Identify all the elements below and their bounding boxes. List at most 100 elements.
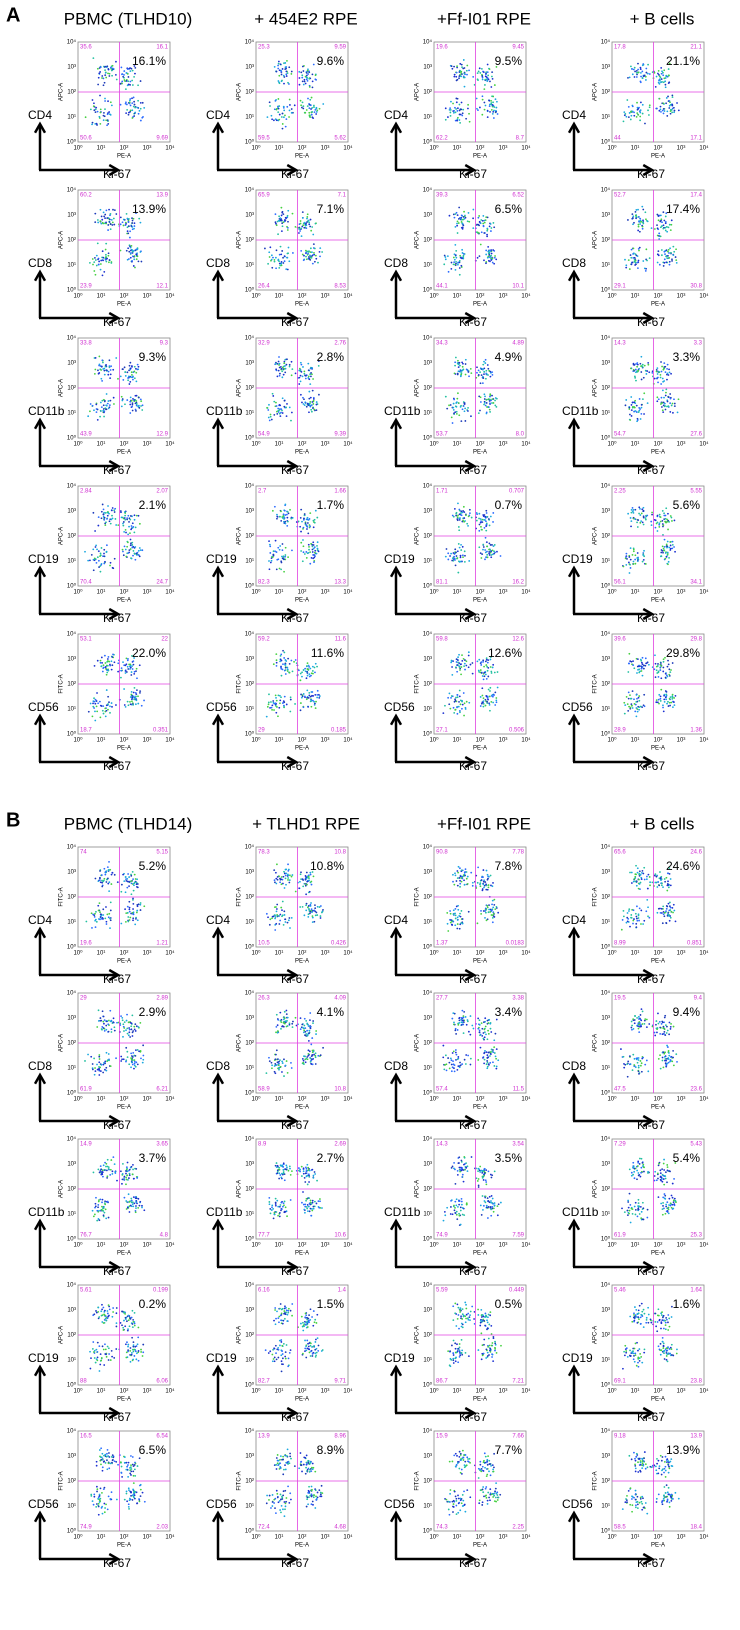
event-dot	[670, 516, 673, 519]
event-dot	[278, 548, 281, 551]
y-tick-label: 10²	[423, 534, 432, 540]
event-dot	[664, 690, 667, 692]
event-dot	[673, 546, 675, 548]
event-dot	[102, 705, 105, 708]
event-dot	[126, 1027, 129, 1030]
event-dot	[92, 105, 95, 108]
event-dot	[99, 704, 102, 707]
event-dot	[112, 653, 114, 656]
y-tick-label: 10⁰	[67, 287, 77, 294]
event-dot	[489, 402, 491, 405]
event-dot	[641, 398, 644, 401]
event-dot	[99, 71, 102, 73]
event-dot	[662, 706, 664, 709]
event-dot	[485, 522, 488, 525]
row-marker: CD8	[28, 256, 52, 270]
event-dot	[283, 517, 286, 519]
event-dot	[641, 871, 643, 874]
event-dot	[457, 263, 459, 266]
event-dot	[662, 704, 664, 707]
event-dot	[268, 419, 271, 422]
event-dot	[631, 553, 634, 556]
event-dot	[495, 906, 498, 908]
event-dot	[288, 671, 291, 674]
event-dot	[311, 86, 314, 89]
event-dot	[283, 367, 286, 370]
y-tick-label: 10⁴	[601, 39, 611, 46]
event-dot	[480, 520, 482, 523]
event-dot	[274, 539, 277, 542]
event-dot	[123, 73, 125, 76]
event-dot	[487, 398, 490, 401]
event-dot	[279, 415, 282, 417]
event-dot	[309, 373, 312, 376]
event-dot	[655, 875, 658, 878]
event-dot	[300, 106, 303, 109]
event-dot	[101, 670, 104, 673]
event-dot	[91, 121, 94, 124]
event-dot	[123, 70, 126, 72]
event-dot	[264, 247, 266, 250]
event-dot	[106, 514, 109, 517]
event-dot	[450, 416, 453, 419]
y-tick-label: 10⁰	[423, 139, 433, 146]
event-dot	[676, 411, 679, 414]
event-dot	[101, 1028, 103, 1031]
event-dot	[139, 692, 141, 694]
quadrant-value: 2.07	[156, 489, 168, 495]
y-tick-label: 10³	[423, 65, 432, 71]
y-tick-label: 10⁴	[245, 39, 255, 46]
quadrant-value: 5.15	[156, 850, 168, 856]
event-dot	[289, 874, 291, 877]
event-dot	[627, 77, 629, 79]
event-dot	[645, 662, 648, 665]
event-dot	[638, 671, 641, 674]
event-dot	[135, 402, 138, 405]
event-dot	[482, 697, 485, 700]
event-dot	[479, 883, 481, 886]
event-dot	[131, 1014, 134, 1017]
event-dot	[628, 76, 631, 79]
event-dot	[120, 669, 123, 672]
event-dot	[314, 222, 317, 225]
x-tick-label: 10³	[143, 738, 152, 744]
event-dot	[110, 218, 113, 221]
event-dot	[101, 503, 104, 506]
event-dot	[464, 420, 467, 422]
event-dot	[638, 695, 641, 697]
event-dot	[311, 691, 314, 693]
event-dot	[309, 255, 312, 258]
x-tick-label: 10¹	[275, 294, 284, 300]
y-tick-label: 10²	[601, 534, 610, 540]
event-dot	[314, 693, 317, 696]
quadrant-value: 16.1	[156, 45, 168, 51]
event-dot	[308, 378, 311, 381]
event-dot	[489, 110, 491, 113]
event-dot	[304, 670, 307, 673]
y-tick-label: 10⁴	[601, 844, 611, 851]
event-dot	[312, 1022, 314, 1024]
y-tick-label: 10¹	[423, 263, 432, 269]
event-dot	[641, 103, 644, 106]
event-dot	[465, 368, 468, 371]
event-dot	[308, 890, 311, 893]
event-dot	[101, 221, 104, 224]
event-dot	[130, 693, 133, 696]
event-dot	[124, 548, 127, 551]
event-dot	[457, 370, 460, 373]
event-dot	[284, 66, 287, 69]
quadrant-value: 10.5	[258, 941, 270, 947]
x-tick-label: 10²	[654, 146, 663, 152]
event-dot	[482, 377, 485, 379]
event-dot	[132, 554, 134, 557]
event-dot	[462, 505, 465, 508]
event-dot	[102, 259, 105, 262]
event-dot	[640, 670, 643, 672]
event-dot	[658, 702, 660, 705]
row-marker: CD8	[562, 256, 586, 270]
x-tick-label: 10¹	[97, 951, 106, 957]
event-dot	[664, 86, 667, 89]
event-dot	[101, 399, 104, 402]
event-dot	[131, 698, 133, 701]
